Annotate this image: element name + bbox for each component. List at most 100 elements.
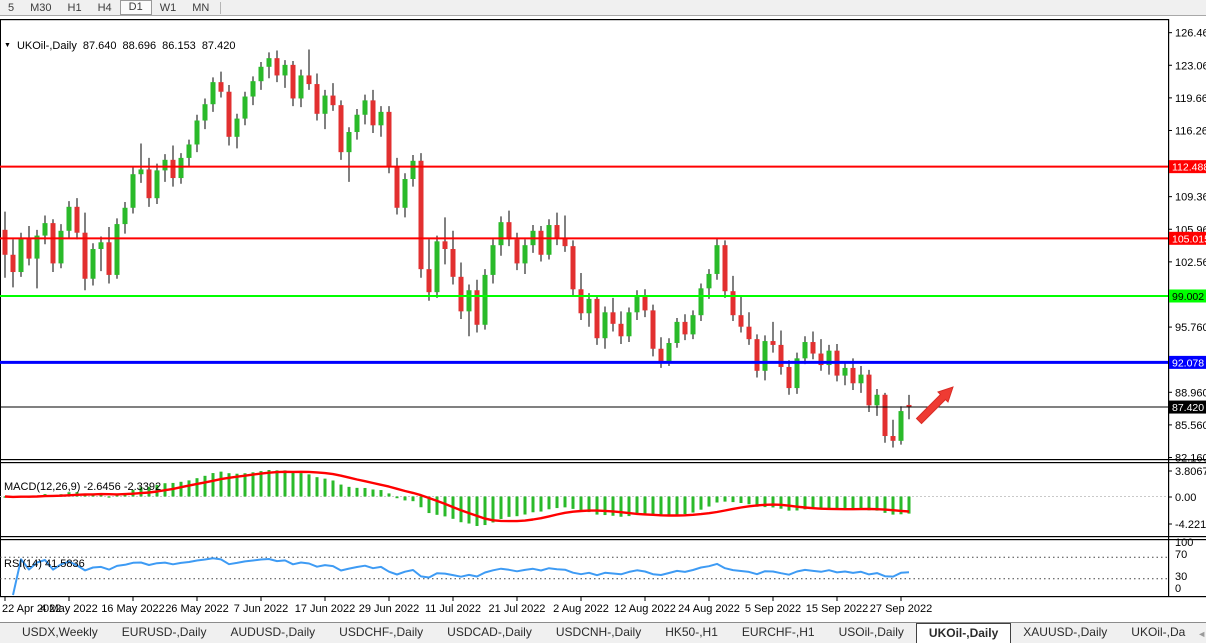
tab-audusd-daily[interactable]: AUDUSD-,Daily [230, 625, 316, 639]
macd-bar [515, 496, 519, 517]
macd-bar [275, 470, 279, 497]
macd-bar [363, 487, 367, 497]
candle-bear [682, 321, 688, 335]
timeframe-m30[interactable]: M30 [30, 1, 52, 14]
price-badge [1169, 160, 1206, 174]
tab-usdcad-daily[interactable]: USDCAD-,Daily [447, 625, 532, 639]
macd-bar [507, 496, 511, 517]
candle-bull [674, 321, 680, 343]
macd-bar [427, 496, 431, 514]
macd-bar [467, 496, 471, 524]
chart-symbol-period: UKOil-,Daily [16, 40, 77, 52]
candle-bear [370, 100, 376, 126]
candle-bear [306, 75, 312, 85]
tab-ukoil-da[interactable]: UKOil-,Da [1131, 625, 1186, 639]
date-label: 22 Apr 2022 [2, 603, 61, 615]
candle-bear [218, 82, 224, 92]
macd-bar [179, 481, 183, 497]
candle-bear [82, 232, 88, 279]
price-tick-label: 95.760 [1175, 322, 1206, 334]
tab-usdchf-daily[interactable]: USDCHF-,Daily [339, 625, 424, 639]
tab-ukoil-daily[interactable]: UKOil-,Daily [915, 623, 1012, 643]
date-label: 27 Sep 2022 [870, 603, 932, 615]
macd-bar [763, 496, 767, 508]
candle-bull [826, 350, 832, 366]
timeframe-d1[interactable]: D1 [119, 0, 152, 15]
price-badge-label: 112.488 [1172, 162, 1206, 174]
arrow-up-annotation[interactable] [915, 386, 954, 425]
price-tick-label: 85.560 [1175, 420, 1206, 432]
macd-bar [323, 478, 327, 497]
candle-bear [722, 245, 728, 292]
candle-bull [898, 411, 904, 441]
candle-bull [482, 274, 488, 325]
candle-bull [346, 132, 352, 153]
chart-menu-icon[interactable]: ▼ [4, 41, 11, 49]
macd-bar [899, 496, 903, 515]
macd-axis-label: 0.00 [1175, 492, 1196, 504]
timeframe-h4[interactable]: H4 [97, 1, 112, 14]
macd-bar [219, 471, 223, 497]
macd-bar [491, 496, 495, 523]
candle-bear [538, 230, 544, 255]
date-label: 11 Jul 2022 [425, 603, 481, 615]
macd-bar [523, 496, 527, 515]
tab-eurusd-daily[interactable]: EURUSD-,Daily [121, 625, 207, 639]
macd-bar [867, 496, 871, 511]
price-badge-label: 87.420 [1172, 402, 1204, 414]
candle-bear [562, 238, 568, 247]
chart-title: ▼ UKOil-,Daily 87.640 88.696 86.153 87.4… [4, 40, 235, 52]
timeframe-mn[interactable]: MN [192, 1, 210, 14]
candle-bull [282, 64, 288, 76]
tab-scroll-left-icon[interactable]: ◄ [1197, 629, 1206, 639]
macd-bar [659, 496, 663, 517]
candle-bear [26, 238, 32, 259]
tab-usdx-weekly[interactable]: USDX,Weekly [22, 625, 98, 639]
macd-axis-label: 3.8067 [1175, 466, 1206, 478]
price-tick-label: 119.660 [1175, 93, 1206, 105]
candle-bear [618, 323, 624, 337]
candle-bear [226, 91, 232, 137]
candle-bear [426, 269, 432, 293]
tab-hk50-h1[interactable]: HK50-,H1 [665, 625, 718, 639]
candle-bear [290, 64, 296, 99]
macd-bar [539, 496, 543, 512]
timeframe-w1[interactable]: W1 [159, 1, 177, 14]
macd-bar [811, 496, 815, 509]
rsi-axis-label: 70 [1175, 549, 1187, 561]
timeframe-5[interactable]: 5 [8, 1, 15, 14]
candle-bear [106, 242, 112, 275]
candle-bull [234, 118, 240, 137]
price-tick-label: 123.060 [1175, 60, 1206, 72]
candle-bull [842, 367, 848, 376]
tab-usdcnh-daily[interactable]: USDCNH-,Daily [555, 625, 642, 639]
price-badge [1169, 355, 1206, 369]
macd-bar [307, 474, 311, 497]
rsi-indicator-label: RSI(14) 41.5836 [4, 558, 85, 570]
candle-bear [754, 339, 760, 371]
chart-window[interactable]: 126.460123.060119.660116.260109.360105.9… [0, 17, 1206, 621]
price-chart-canvas[interactable]: 126.460123.060119.660116.260109.360105.9… [0, 17, 1206, 621]
candle-bull [298, 75, 304, 99]
tab-eurchf-h1[interactable]: EURCHF-,H1 [741, 625, 815, 639]
candle-bear [50, 223, 56, 264]
tab-xauusd-daily[interactable]: XAUUSD-,Daily [1023, 625, 1108, 639]
candle-bull [202, 104, 208, 121]
macd-bar [635, 496, 639, 515]
timeframe-h1[interactable]: H1 [67, 1, 82, 14]
macd-bar [851, 496, 855, 510]
tab-usoil-daily[interactable]: USOil-,Daily [838, 625, 904, 639]
candle-bull [66, 206, 72, 231]
price-badge-label: 105.015 [1172, 233, 1206, 245]
macd-histogram [3, 470, 911, 526]
macd-bar [251, 472, 255, 497]
rsi-axis-label: 100 [1175, 537, 1193, 549]
macd-bar [235, 473, 239, 497]
price-tick-label: 88.960 [1175, 387, 1206, 399]
candle-bear [866, 374, 872, 406]
candle-bull [626, 312, 632, 337]
macd-signal-line [4, 470, 910, 523]
candle-bull [434, 241, 440, 293]
candle-bear [730, 291, 736, 316]
candle-bull [762, 341, 768, 371]
